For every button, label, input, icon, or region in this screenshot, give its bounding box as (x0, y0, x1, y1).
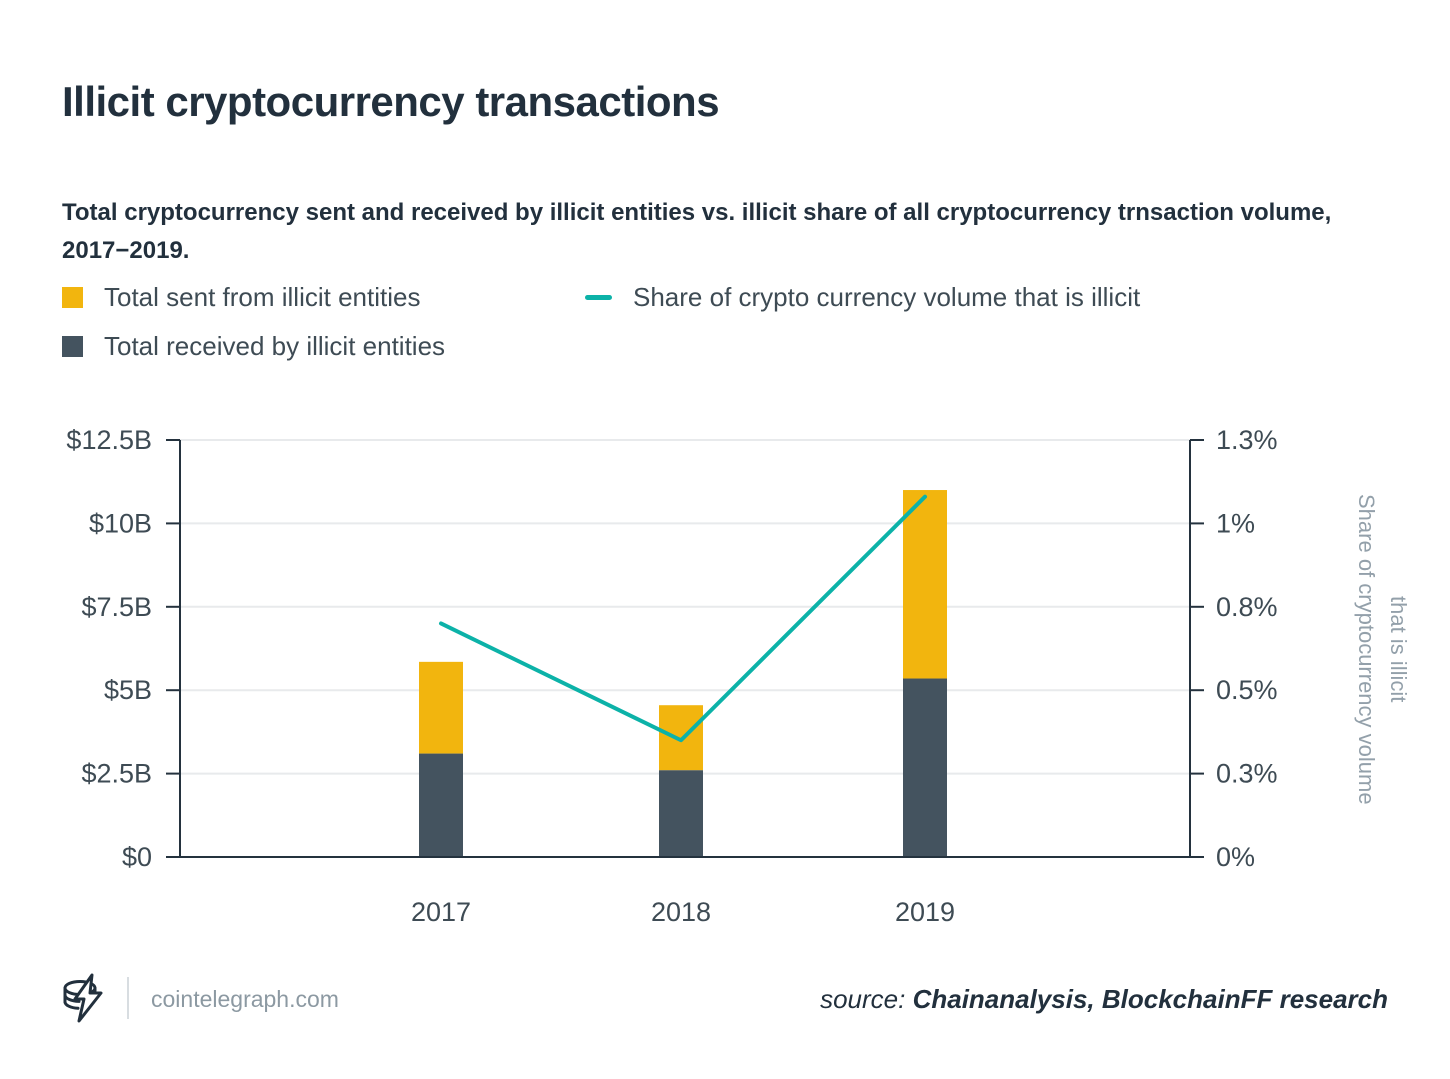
legend-item-sent: Total sent from illicit entities (62, 282, 420, 312)
bar-received-2019 (903, 678, 947, 857)
right-axis-title: Share of cryptocurrency volume that is i… (1350, 437, 1414, 861)
footer-site-text: cointelegraph.com (151, 986, 339, 1012)
bar-received-2017 (419, 753, 463, 857)
x-label-2019: 2019 (895, 897, 955, 927)
legend-swatch-sent (62, 286, 83, 308)
source-prefix: source: (820, 984, 906, 1014)
footer-source: source: Chainanalysis, BlockchainFF rese… (820, 984, 1388, 1015)
right-axis-title-line2: that is illicit (1385, 595, 1411, 703)
chart-subtitle: Total cryptocurrency sent and received b… (62, 199, 1332, 265)
x-label-2017: 2017 (411, 897, 471, 927)
bar-received-2018 (659, 770, 703, 857)
left-tick-label: $0 (122, 842, 152, 872)
legend-item-received: Total received by illicit entities (62, 331, 445, 361)
right-tick-label: 0% (1216, 842, 1255, 872)
legend-label-received: Total received by illicit entities (104, 330, 446, 361)
x-label-2018: 2018 (651, 897, 711, 927)
share-line (439, 494, 927, 743)
legend-line-swatch (585, 294, 612, 300)
source-text: Chainanalysis, BlockchainFF research (912, 984, 1388, 1014)
page-title: Illicit cryptocurrency transactions (62, 78, 720, 126)
legend-item-share: Share of crypto currency volume that is … (585, 282, 1140, 312)
right-tick-label: 1% (1216, 508, 1255, 538)
left-tick-label: $12.5B (66, 425, 152, 455)
right-tick-label: 0.3% (1216, 759, 1278, 789)
right-tick-label: 1.3% (1216, 425, 1278, 455)
left-tick-label: $7.5B (81, 592, 152, 622)
right-tick-label: 0.5% (1216, 675, 1278, 705)
footer-divider (127, 977, 129, 1019)
left-tick-label: $2.5B (81, 759, 152, 789)
left-tick-label: $10B (89, 508, 152, 538)
legend-swatch-received (62, 335, 83, 357)
legend-label-sent: Total sent from illicit entities (104, 281, 421, 312)
right-tick-label: 0.8% (1216, 592, 1278, 622)
bar-sent-2019 (903, 490, 947, 679)
bar-sent-2017 (419, 661, 463, 754)
left-tick-label: $5B (104, 675, 152, 705)
right-axis-title-line1: Share of cryptocurrency volume (1353, 493, 1379, 805)
chart-svg: $0 $2.5B $5B $7.5B $10B $12.5B 0% 0.3% 0.5% 0.8% 1… (66, 425, 1278, 927)
legend-label-share: Share of crypto currency volume that is … (633, 281, 1141, 312)
cointelegraph-logo-icon (63, 973, 103, 1023)
